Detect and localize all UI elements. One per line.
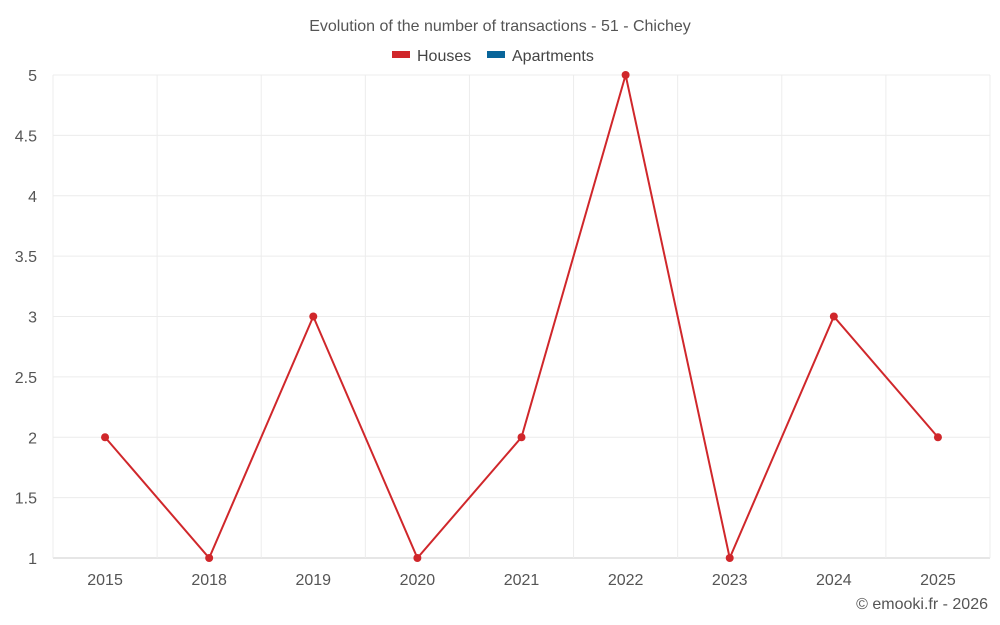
data-point <box>933 433 942 442</box>
data-point <box>205 554 214 562</box>
data-point <box>829 312 838 321</box>
y-tick-label: 1 <box>28 551 37 568</box>
y-tick-label: 5 <box>28 68 37 85</box>
x-tick-label: 2020 <box>400 572 436 589</box>
x-tick-label: 2023 <box>712 572 748 589</box>
data-point <box>517 433 526 442</box>
legend-item-houses[interactable]: Houses <box>392 48 471 65</box>
x-tick-label: 2024 <box>816 572 852 589</box>
y-tick-label: 3.5 <box>15 249 37 266</box>
x-tick-label: 2021 <box>504 572 540 589</box>
y-tick-label: 1.5 <box>15 491 37 508</box>
x-tick-label: 2025 <box>920 572 956 589</box>
x-tick-label: 2019 <box>295 572 331 589</box>
data-point <box>725 554 734 562</box>
y-axis-ticks: 1 1.5 2 2.5 3 3.5 4 4.5 5 <box>15 68 37 568</box>
legend-swatch-houses <box>392 51 410 58</box>
legend-label-houses: Houses <box>417 48 471 65</box>
grid <box>52 74 991 559</box>
data-point <box>621 71 630 79</box>
x-tick-label: 2015 <box>87 572 123 589</box>
legend-item-apartments[interactable]: Apartments <box>487 48 594 65</box>
chart-title: Evolution of the number of transactions … <box>309 18 691 35</box>
y-tick-label: 3 <box>28 310 37 327</box>
x-axis-ticks: 2015 2018 2019 2020 2021 2022 2023 2024 2025 <box>87 572 956 589</box>
legend-swatch-apartments <box>487 51 505 58</box>
x-tick-label: 2018 <box>191 572 227 589</box>
series-layer <box>101 71 942 562</box>
data-point <box>309 312 318 321</box>
x-tick-label: 2022 <box>608 572 644 589</box>
legend: Houses Apartments <box>392 48 594 65</box>
y-tick-label: 2 <box>28 430 37 447</box>
legend-label-apartments: Apartments <box>512 48 594 65</box>
credit-text: © emooki.fr - 2026 <box>856 596 988 613</box>
y-tick-label: 4 <box>28 189 37 206</box>
data-point <box>413 554 422 562</box>
data-point <box>101 433 110 442</box>
y-tick-label: 2.5 <box>15 370 37 387</box>
y-tick-label: 4.5 <box>15 128 37 145</box>
